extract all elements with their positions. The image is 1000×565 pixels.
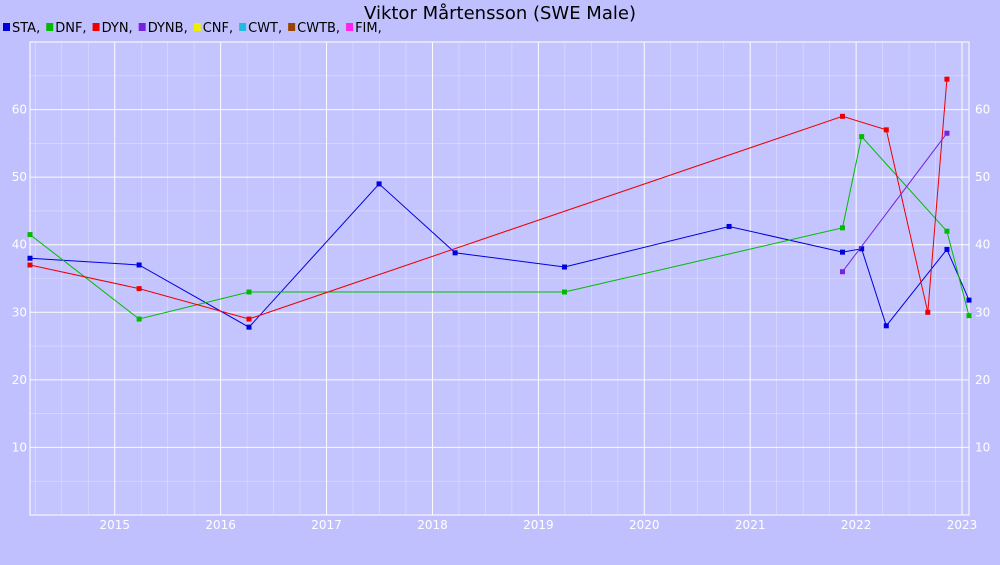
- legend-label: DYNB,: [148, 21, 188, 36]
- legend-swatch: [239, 23, 247, 31]
- data-point: [839, 249, 845, 255]
- y-tick-label-right: 30: [975, 305, 990, 319]
- data-point: [944, 76, 950, 82]
- y-tick-label: 30: [12, 305, 27, 319]
- y-tick-label-right: 60: [975, 103, 990, 117]
- x-tick-label: 2023: [947, 518, 978, 532]
- legend-label: CNF,: [203, 21, 233, 36]
- legend-swatch: [346, 23, 354, 31]
- x-tick-label: 2021: [735, 518, 766, 532]
- data-point: [726, 223, 732, 229]
- data-point: [859, 134, 865, 140]
- legend-swatch: [138, 23, 146, 31]
- data-point: [925, 309, 931, 315]
- legend-swatch: [92, 23, 100, 31]
- data-point: [883, 127, 889, 133]
- major-grid: [30, 42, 969, 515]
- data-point: [561, 289, 567, 295]
- y-tick-label: 20: [12, 373, 27, 387]
- data-point: [966, 313, 972, 319]
- x-axis: 2015 2016 2017 2018 2019 2020 2021 2022 2023: [99, 518, 977, 532]
- data-point: [27, 232, 33, 238]
- x-tick-label: 2016: [205, 518, 236, 532]
- legend-label: FIM,: [355, 21, 382, 36]
- data-point: [883, 323, 889, 329]
- x-tick-label: 2018: [417, 518, 448, 532]
- data-point: [944, 246, 950, 252]
- legend-label: CWTB,: [297, 21, 340, 36]
- y-tick-label-right: 10: [975, 440, 990, 454]
- data-point: [966, 297, 972, 303]
- legend-swatch: [3, 23, 10, 31]
- data-point: [859, 246, 865, 252]
- plot-area: [29, 41, 970, 516]
- data-point: [27, 262, 33, 268]
- series-line-dynb: [842, 132, 948, 273]
- x-tick-label: 2020: [629, 518, 660, 532]
- x-tick-label: 2022: [841, 518, 872, 532]
- data-point: [246, 289, 252, 295]
- y-tick-label: 60: [12, 103, 27, 117]
- series-dnf: [27, 134, 972, 322]
- series-line-dnf: [29, 135, 970, 320]
- data-point: [839, 225, 845, 231]
- series-line-sta: [29, 183, 970, 328]
- minor-grid: [30, 42, 969, 515]
- legend-label: DYN,: [102, 21, 133, 36]
- y-axis-left: 10 20 30 40 50 60: [12, 103, 27, 455]
- data-point: [376, 181, 382, 187]
- series-sta: [27, 181, 972, 330]
- x-tick-label: 2019: [523, 518, 554, 532]
- chart-title: Viktor Mårtensson (SWE Male): [364, 3, 636, 24]
- x-tick-label: 2017: [311, 518, 342, 532]
- data-point: [944, 130, 950, 136]
- series-dyn: [27, 76, 950, 322]
- y-axis-right: 10 20 30 40 50 60: [975, 103, 990, 455]
- data-point: [136, 262, 142, 268]
- y-tick-label: 10: [12, 440, 27, 454]
- data-point: [839, 113, 845, 119]
- y-tick-label-right: 20: [975, 373, 990, 387]
- y-tick-label-right: 50: [975, 170, 990, 184]
- y-tick-label-right: 40: [975, 238, 990, 252]
- data-point: [136, 316, 142, 322]
- legend-swatch: [193, 23, 201, 31]
- legend: STA, DNF, DYN, DYNB, CNF, CWT, CWTB, FIM,: [3, 21, 382, 36]
- x-tick-label: 2015: [99, 518, 130, 532]
- series-dynb: [839, 130, 950, 275]
- data-point: [839, 269, 845, 275]
- legend-label: STA,: [12, 21, 40, 36]
- data-point: [246, 316, 252, 322]
- data-point: [136, 286, 142, 292]
- legend-label: CWT,: [248, 21, 282, 36]
- legend-swatch: [46, 23, 54, 31]
- data-point: [246, 324, 252, 330]
- data-point: [452, 250, 458, 256]
- data-point: [944, 228, 950, 234]
- legend-label: DNF,: [55, 21, 86, 36]
- legend-swatch: [288, 23, 296, 31]
- data-point: [27, 255, 33, 261]
- data-point: [561, 264, 567, 270]
- y-tick-label: 40: [12, 238, 27, 252]
- y-tick-label: 50: [12, 170, 27, 184]
- series-layer: [27, 76, 972, 330]
